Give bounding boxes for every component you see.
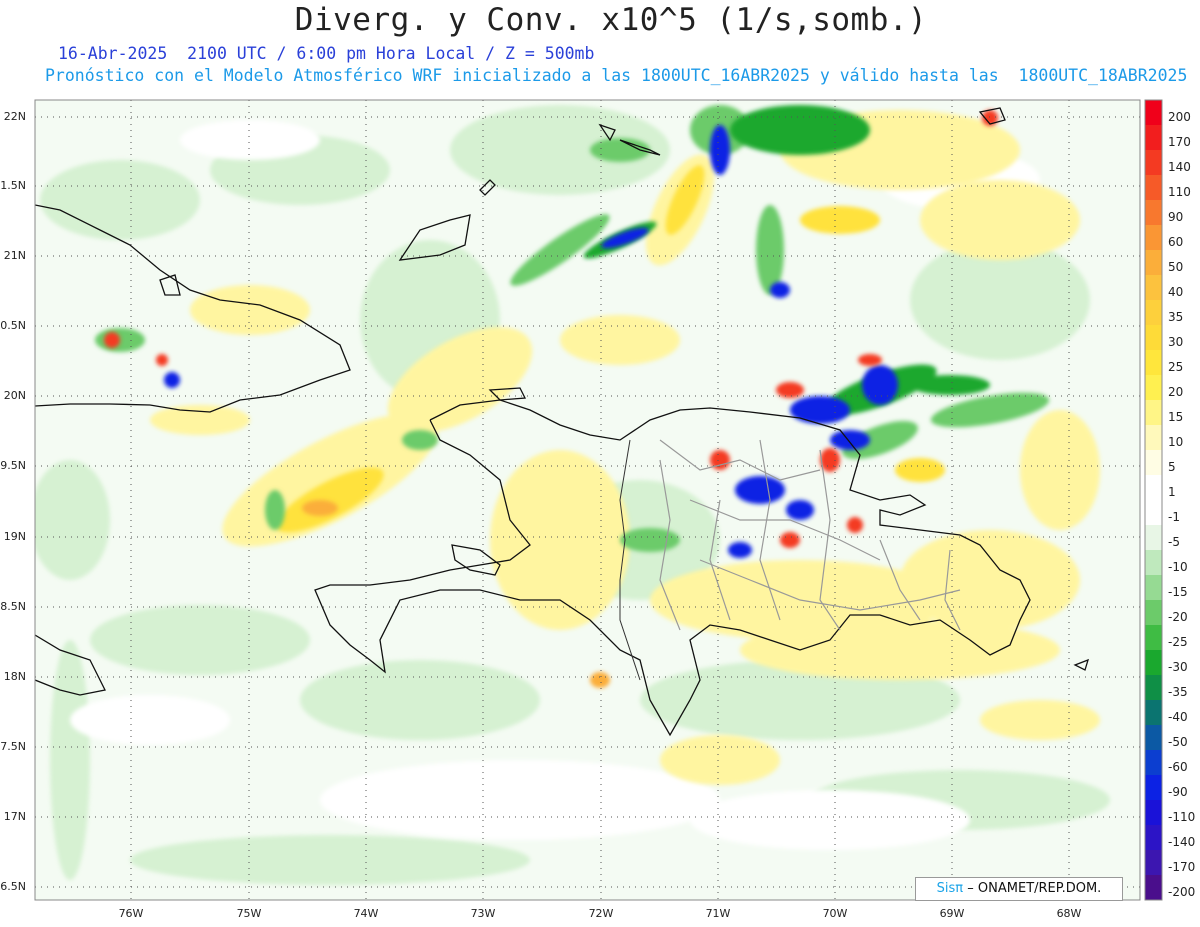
colorbar-label: 35 <box>1168 310 1184 324</box>
colorbar-label: 90 <box>1168 210 1184 224</box>
lon-label: 70W <box>822 907 848 920</box>
colorbar-frame <box>1144 99 1163 901</box>
colorbar-label: 20 <box>1168 385 1184 399</box>
colorbar-swatch <box>1145 125 1162 150</box>
lat-label: 7.5N <box>0 740 26 753</box>
colorbar-label: 60 <box>1168 235 1184 249</box>
colorbar-label: 140 <box>1168 160 1191 174</box>
coastlines <box>35 107 1090 737</box>
colorbar-label: 15 <box>1168 410 1184 424</box>
colorbar-label: -10 <box>1168 560 1188 574</box>
colorbar-swatch <box>1145 525 1162 550</box>
colorbar-swatch <box>1145 150 1162 175</box>
colorbar-label: -5 <box>1168 535 1180 549</box>
colorbar-swatch <box>1145 675 1162 700</box>
colorbar-swatch <box>1145 475 1162 500</box>
lat-label: 22N <box>3 110 26 123</box>
colorbar-swatch <box>1145 300 1162 325</box>
colorbar-swatch <box>1145 425 1162 450</box>
colorbar-swatch <box>1145 550 1162 575</box>
colorbar-swatch <box>1145 800 1162 825</box>
colorbar-label: -1 <box>1168 510 1180 524</box>
colorbar-label: -30 <box>1168 660 1188 674</box>
credit-box: Sisπ – ONAMET/REP.DOM. <box>915 877 1123 901</box>
colorbar-swatch <box>1145 100 1162 125</box>
colorbar-label: -40 <box>1168 710 1188 724</box>
lon-label: 75W <box>236 907 262 920</box>
colorbar-swatch <box>1145 250 1162 275</box>
lon-label: 72W <box>588 907 614 920</box>
colorbar-label: 110 <box>1168 185 1191 199</box>
colorbar-label: 1 <box>1168 485 1176 499</box>
colorbar-label: -170 <box>1168 860 1196 874</box>
province-borders <box>659 439 961 631</box>
colorbar-swatch <box>1145 225 1162 250</box>
map-title: Diverg. y Conv. x10^5 (1/s,somb.) <box>294 2 928 38</box>
colorbar-swatch <box>1145 750 1162 775</box>
colorbar-swatch <box>1145 825 1162 850</box>
model-run-line: Pronóstico con el Modelo Atmosférico WRF… <box>45 66 1188 85</box>
colorbar-label: -90 <box>1168 785 1188 799</box>
colorbar-swatch <box>1145 625 1162 650</box>
lat-label: 1.5N <box>0 179 26 192</box>
colorbar-swatch <box>1145 175 1162 200</box>
lon-label: 74W <box>353 907 379 920</box>
colorbar-label: 170 <box>1168 135 1191 149</box>
colorbar-swatch <box>1145 575 1162 600</box>
lat-label: 18N <box>3 670 26 683</box>
lat-label: 6.5N <box>0 880 26 893</box>
colorbar-label: -60 <box>1168 760 1188 774</box>
colorbar-label: -35 <box>1168 685 1188 699</box>
credit-text: – ONAMET/REP.DOM. <box>967 881 1102 896</box>
colorbar-swatch <box>1145 200 1162 225</box>
colorbar-label: 25 <box>1168 360 1184 374</box>
colorbar-label: -140 <box>1168 835 1196 849</box>
map-frame <box>34 99 1141 901</box>
colorbar-label: -110 <box>1168 810 1196 824</box>
lat-label: 0.5N <box>0 319 26 332</box>
colorbar-label: 40 <box>1168 285 1184 299</box>
colorbar-label: -15 <box>1168 585 1188 599</box>
colorbar-swatch <box>1145 450 1162 475</box>
lat-label: 20N <box>3 389 26 402</box>
lat-label: 8.5N <box>0 600 26 613</box>
divergence-field <box>35 105 1110 885</box>
colorbar-label: 50 <box>1168 260 1184 274</box>
lon-label: 68W <box>1056 907 1082 920</box>
lon-label: 76W <box>118 907 144 920</box>
colorbar-swatch <box>1145 275 1162 300</box>
colorbar-label: -25 <box>1168 635 1188 649</box>
colorbar-label: 5 <box>1168 460 1176 474</box>
colorbar-swatch <box>1145 375 1162 400</box>
lon-label: 69W <box>939 907 965 920</box>
colorbar-swatch <box>1145 350 1162 375</box>
colorbar-swatch <box>1145 850 1162 875</box>
lat-label: 17N <box>3 810 26 823</box>
colorbar-label: 10 <box>1168 435 1184 449</box>
colorbar-swatch <box>1145 325 1162 350</box>
valid-time-line: 16-Abr-2025 2100 UTC / 6:00 pm Hora Loca… <box>58 44 595 63</box>
colorbar-swatch <box>1145 700 1162 725</box>
colorbar-swatch <box>1145 875 1162 900</box>
colorbar-label: 30 <box>1168 335 1184 349</box>
lat-lon-grid <box>35 100 1140 900</box>
lon-label: 71W <box>705 907 731 920</box>
lat-label: 21N <box>3 249 26 262</box>
colorbar-swatch <box>1145 600 1162 625</box>
lon-label: 73W <box>470 907 496 920</box>
colorbar-label: 200 <box>1168 110 1191 124</box>
lat-label: 9.5N <box>0 459 26 472</box>
colorbar-swatch <box>1145 400 1162 425</box>
colorbar-swatch <box>1145 650 1162 675</box>
colorbar-swatch <box>1145 725 1162 750</box>
sispi-logo: Sisπ <box>936 881 964 896</box>
colorbar <box>1144 99 1163 901</box>
colorbar-swatch <box>1145 500 1162 525</box>
colorbar-label: -20 <box>1168 610 1188 624</box>
colorbar-label: -200 <box>1168 885 1196 899</box>
colorbar-label: -50 <box>1168 735 1188 749</box>
lat-label: 19N <box>3 530 26 543</box>
colorbar-swatch <box>1145 775 1162 800</box>
